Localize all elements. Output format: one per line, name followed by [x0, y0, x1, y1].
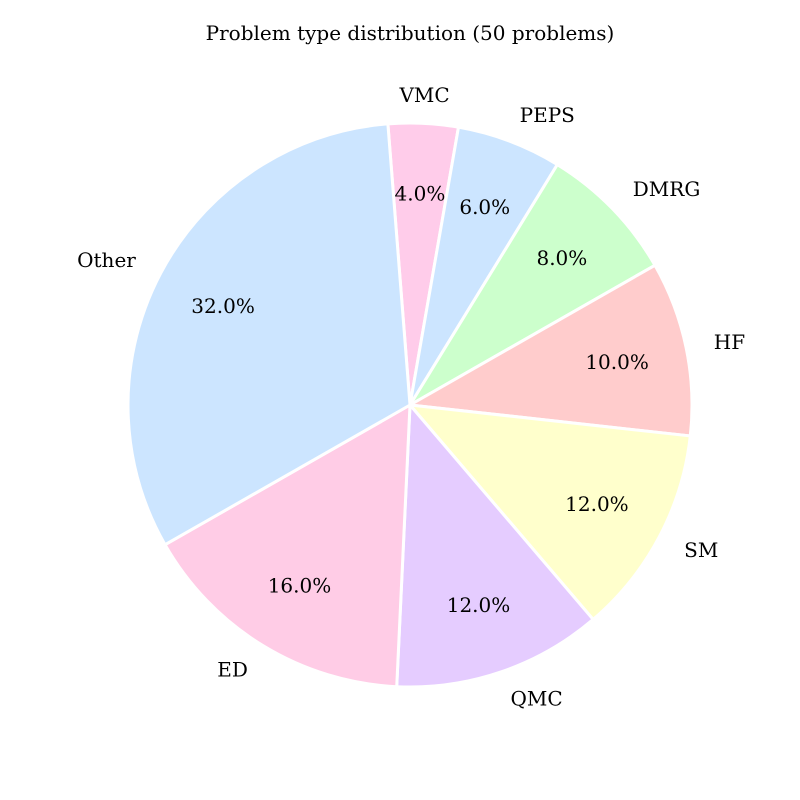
pie-slice-hf [408, 263, 694, 438]
pie-slice-dmrg [408, 163, 657, 407]
slice-percent-qmc: 12.0% [447, 593, 511, 617]
slice-label-qmc: QMC [510, 686, 562, 710]
slice-label-peps: PEPS [520, 103, 575, 127]
pie-slice-sm [408, 403, 692, 621]
slice-percent-sm: 12.0% [565, 492, 629, 516]
slice-percent-ed: 16.0% [268, 573, 332, 597]
slice-label-vmc: VMC [398, 83, 449, 107]
slice-percent-other: 32.0% [191, 294, 255, 318]
pie-slice-other [126, 122, 412, 547]
slice-label-hf: HF [714, 330, 745, 354]
slice-label-dmrg: DMRG [633, 177, 701, 201]
slice-percent-hf: 10.0% [585, 350, 649, 374]
slice-label-sm: SM [684, 538, 718, 562]
pie-slice-qmc [395, 403, 595, 689]
slice-percent-vmc: 4.0% [395, 182, 446, 206]
slice-percent-dmrg: 8.0% [536, 246, 587, 270]
chart-title: Problem type distribution (50 problems) [206, 21, 615, 45]
pie-slice-ed [163, 403, 412, 689]
slice-label-ed: ED [217, 657, 248, 681]
slice-percent-peps: 6.0% [459, 195, 510, 219]
pie-slices [126, 121, 694, 689]
pie-labels: VMC 4.0% PEPS 6.0% DMRG 8.0% HF 10.0% SM 12.0% QMC… [77, 83, 745, 710]
slice-label-other: Other [77, 248, 136, 272]
